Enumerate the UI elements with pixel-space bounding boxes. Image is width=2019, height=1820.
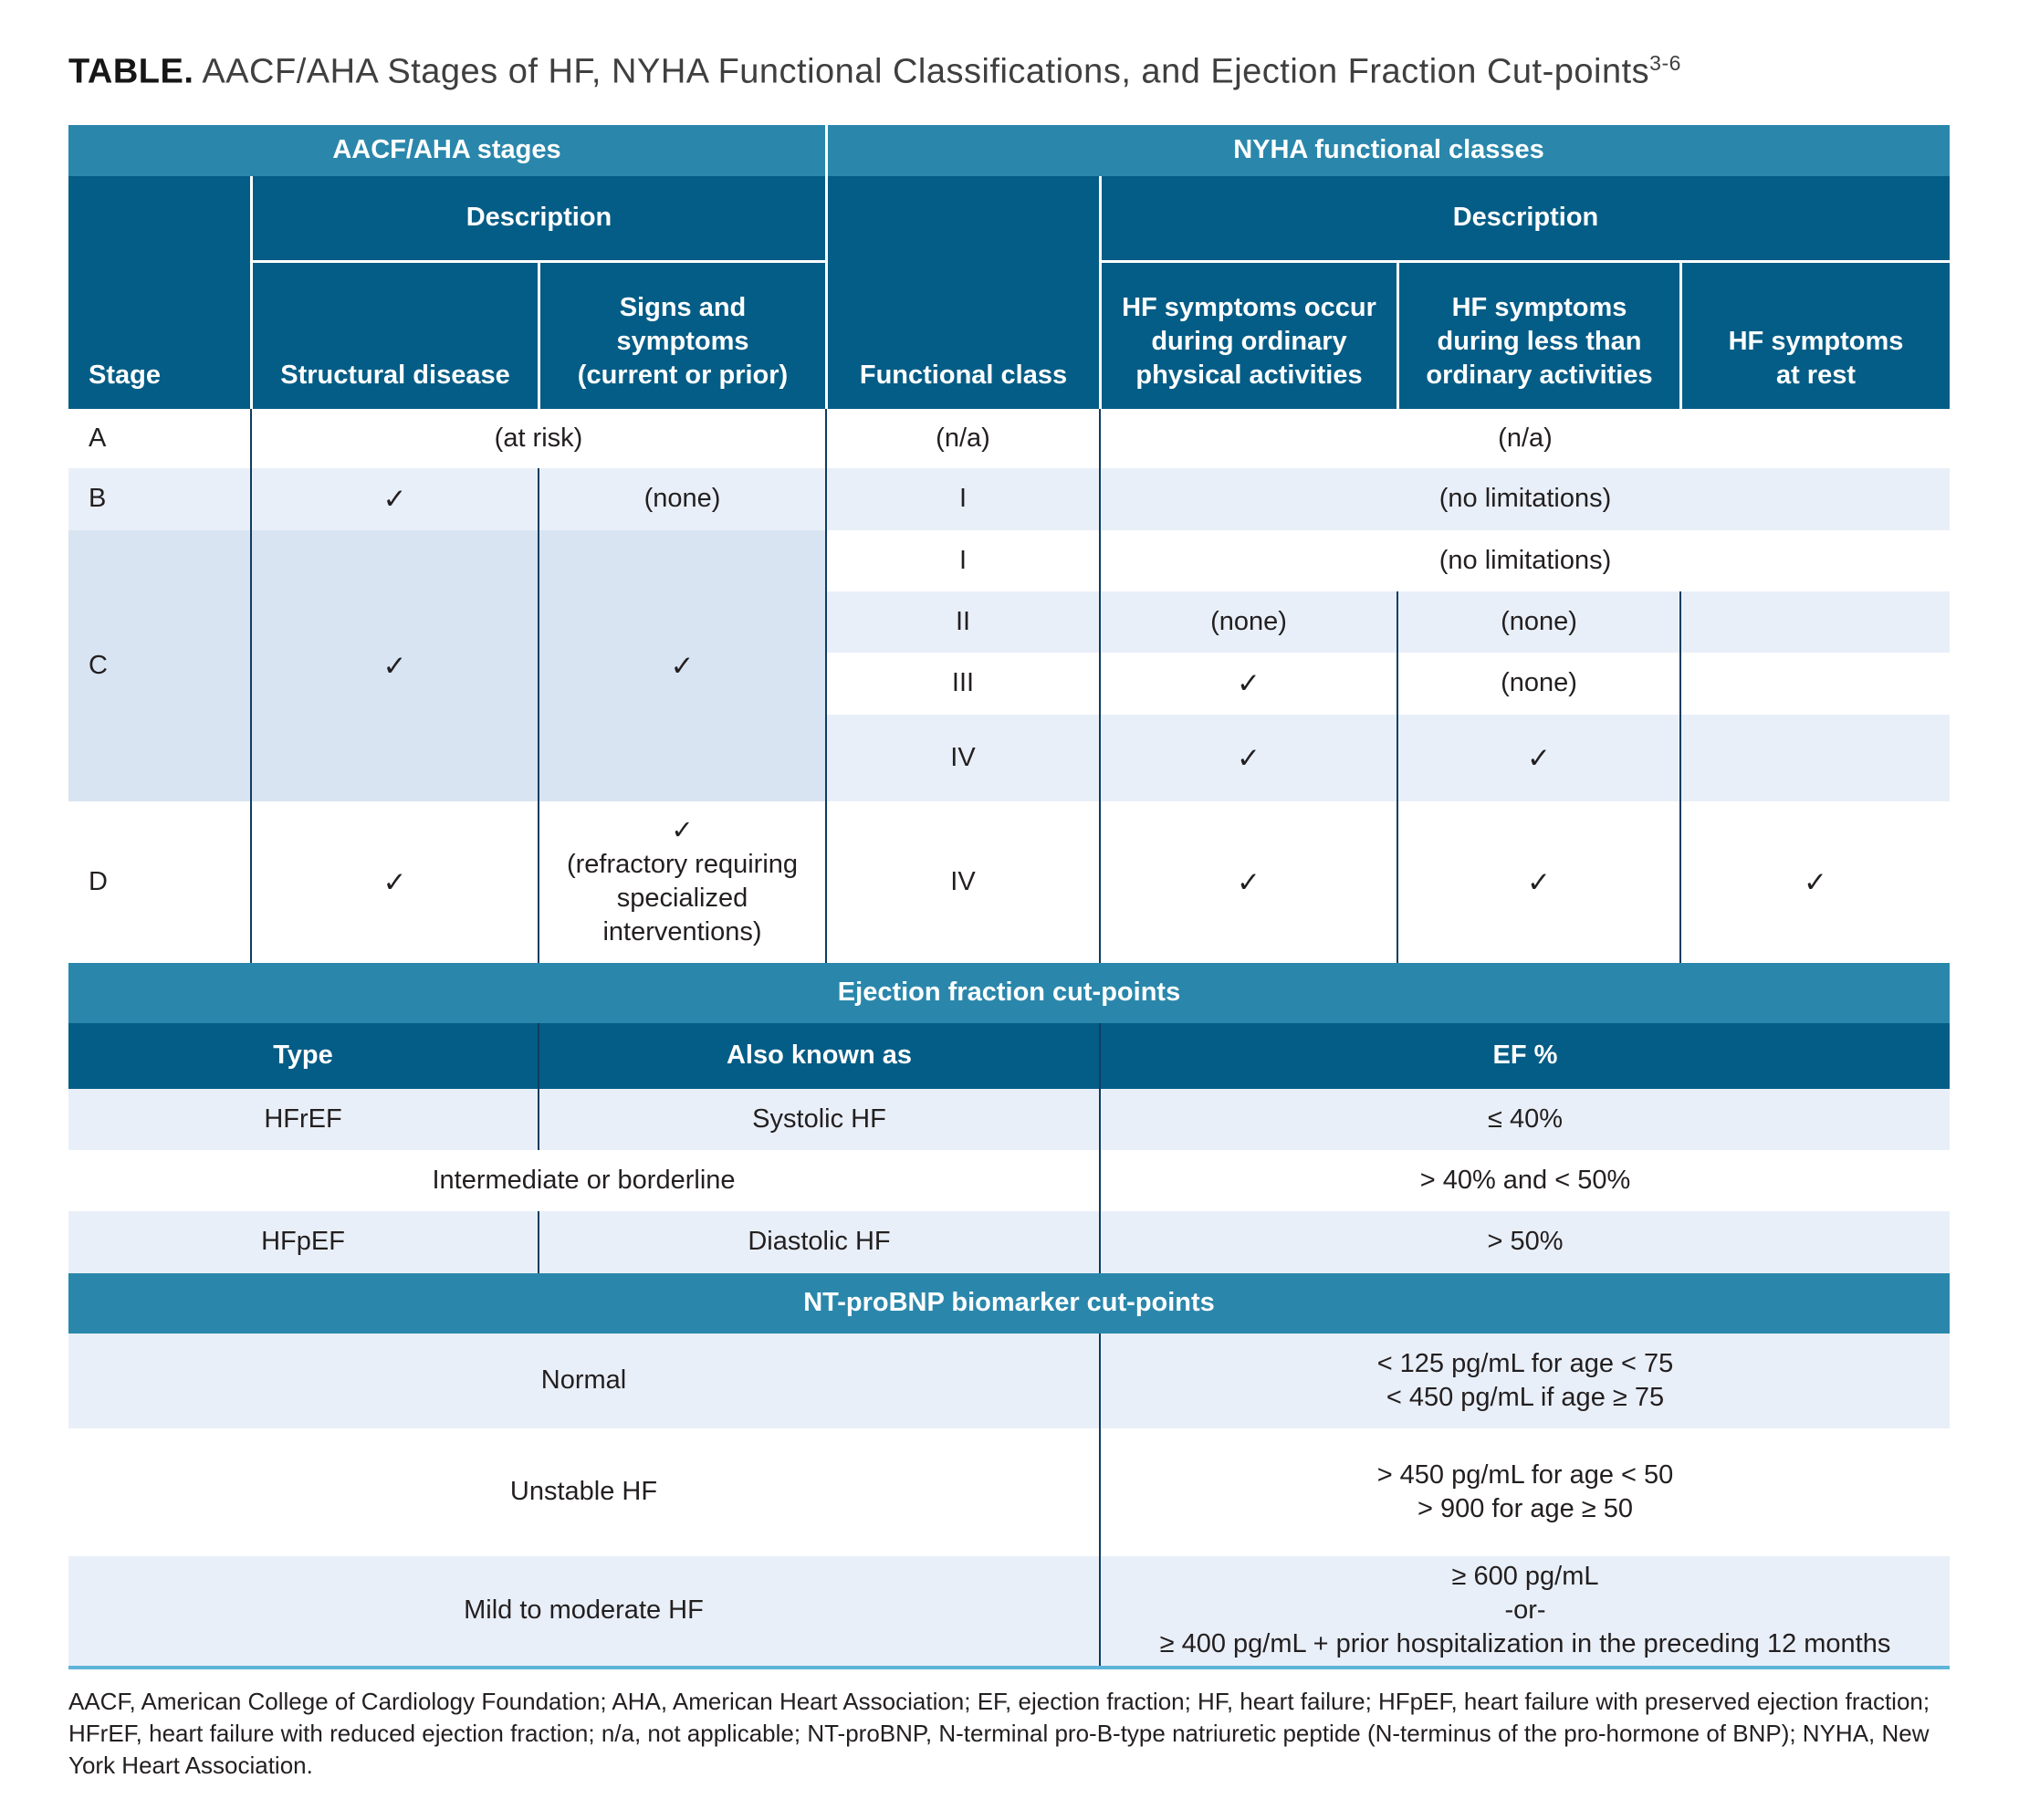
stage-c-class-iv-ordinary: ✓ xyxy=(1099,714,1397,801)
stage-c-class-i-description: (no limitations) xyxy=(1099,529,1950,591)
stage-a-label: A xyxy=(68,408,250,468)
stage-c-class-ii-rest xyxy=(1679,591,1950,653)
nt-row-mild-moderate-label: Mild to moderate HF xyxy=(68,1555,1099,1666)
ef-table-body: HFrEF Systolic HF ≤ 40% Intermediate or … xyxy=(68,1088,1950,1273)
table-bottom-border xyxy=(68,1665,1950,1669)
col-header-functional-class: Functional class xyxy=(825,175,1099,409)
ef-row-hfref-value: ≤ 40% xyxy=(1099,1088,1950,1150)
col-header-nyha-description: Description xyxy=(1099,175,1950,263)
ef-row-intermediate-value: > 40% and < 50% xyxy=(1099,1149,1950,1211)
stage-b-label: B xyxy=(68,467,250,530)
stage-d-structural-check: ✓ xyxy=(250,800,538,963)
col-header-stage: Stage xyxy=(68,175,250,409)
stage-c-structural-check: ✓ xyxy=(250,529,538,801)
col-header-ef-percent: EF % xyxy=(1099,1022,1950,1089)
stage-c-class-iii-ordinary: ✓ xyxy=(1099,652,1397,715)
stage-c-signs-check: ✓ xyxy=(538,529,825,801)
main-table-body: A (at risk) (n/a) (n/a) B ✓ (none) I (no… xyxy=(68,408,1950,963)
section-band-top: AACF/AHA stages NYHA functional classes xyxy=(68,124,1950,176)
stage-b-signs: (none) xyxy=(538,467,825,530)
col-header-hf-at-rest: HF symptoms at rest xyxy=(1679,262,1950,409)
col-header-hf-less-than-ordinary: HF symptoms during less than ordinary ac… xyxy=(1397,262,1679,409)
stage-a-description: (at risk) xyxy=(250,408,825,468)
stage-d-label: D xyxy=(68,800,250,963)
stage-c-class-iv-rest xyxy=(1679,714,1950,801)
title-prefix: TABLE. xyxy=(68,52,194,91)
ef-row-hfref-aka: Systolic HF xyxy=(538,1088,1099,1150)
col-header-type: Type xyxy=(68,1022,538,1089)
stage-b-structural-check: ✓ xyxy=(250,467,538,530)
page-title: TABLE. AACF/AHA Stages of HF, NYHA Funct… xyxy=(68,51,1951,92)
section-header-aacf: AACF/AHA stages xyxy=(68,124,825,176)
stage-c-class-iv: IV xyxy=(825,714,1099,801)
stage-b-nyha-description: (no limitations) xyxy=(1099,467,1950,530)
nt-row-unstable-label: Unstable HF xyxy=(68,1428,1099,1556)
classification-table: AACF/AHA stages NYHA functional classes … xyxy=(68,124,1950,1669)
stage-d-ordinary-check: ✓ xyxy=(1099,800,1397,963)
nt-table-body: Normal < 125 pg/mL for age < 75 < 450 pg… xyxy=(68,1333,1950,1666)
title-text: AACF/AHA Stages of HF, NYHA Functional C… xyxy=(194,52,1650,91)
title-superscript: 3-6 xyxy=(1649,51,1681,75)
stage-a-nyha-description: (n/a) xyxy=(1099,408,1950,468)
stage-c-class-iii-less: (none) xyxy=(1397,652,1679,715)
stage-d-less-check: ✓ xyxy=(1397,800,1679,963)
main-table-header: Stage Description Functional class Descr… xyxy=(68,175,1950,409)
stage-c-label: C xyxy=(68,529,250,801)
nt-row-unstable-value: > 450 pg/mL for age < 50 > 900 for age ≥… xyxy=(1099,1428,1950,1556)
col-header-aacf-description: Description xyxy=(250,175,825,263)
ef-row-hfpef-type: HFpEF xyxy=(68,1210,538,1273)
stage-b-functional-class: I xyxy=(825,467,1099,530)
ef-table-header: Type Also known as EF % xyxy=(68,1022,1950,1089)
col-header-structural-disease: Structural disease xyxy=(250,262,538,409)
nt-row-normal-label: Normal xyxy=(68,1333,1099,1428)
col-header-also-known-as: Also known as xyxy=(538,1022,1099,1089)
stage-c-class-ii: II xyxy=(825,591,1099,653)
section-header-ejection-fraction: Ejection fraction cut-points xyxy=(68,962,1950,1023)
stage-c-class-i: I xyxy=(825,529,1099,591)
nt-row-normal-value: < 125 pg/mL for age < 75 < 450 pg/mL if … xyxy=(1099,1333,1950,1428)
section-header-nyha: NYHA functional classes xyxy=(825,124,1950,176)
stage-c-class-ii-ordinary: (none) xyxy=(1099,591,1397,653)
col-header-signs-symptoms: Signs and symptoms (current or prior) xyxy=(538,262,825,409)
ef-row-intermediate-label: Intermediate or borderline xyxy=(68,1149,1099,1211)
stage-a-functional-class: (n/a) xyxy=(825,408,1099,468)
ef-row-hfref-type: HFrEF xyxy=(68,1088,538,1150)
stage-c-class-ii-less: (none) xyxy=(1397,591,1679,653)
stage-c-class-iv-less: ✓ xyxy=(1397,714,1679,801)
ef-row-hfpef-aka: Diastolic HF xyxy=(538,1210,1099,1273)
ef-row-hfpef-value: > 50% xyxy=(1099,1210,1950,1273)
stage-c-class-iii-rest xyxy=(1679,652,1950,715)
stage-d-rest-check: ✓ xyxy=(1679,800,1950,963)
nt-row-mild-moderate-value: ≥ 600 pg/mL -or- ≥ 400 pg/mL + prior hos… xyxy=(1099,1555,1950,1666)
stage-d-signs: ✓ (refractory requiring specialized inte… xyxy=(538,800,825,963)
stage-d-functional-class: IV xyxy=(825,800,1099,963)
col-header-hf-ordinary: HF symptoms occur during ordinary physic… xyxy=(1099,262,1397,409)
abbreviations-footnote: AACF, American College of Cardiology Fou… xyxy=(68,1687,1930,1779)
section-header-nt-probnp: NT-proBNP biomarker cut-points xyxy=(68,1272,1950,1334)
stage-c-class-iii: III xyxy=(825,652,1099,715)
